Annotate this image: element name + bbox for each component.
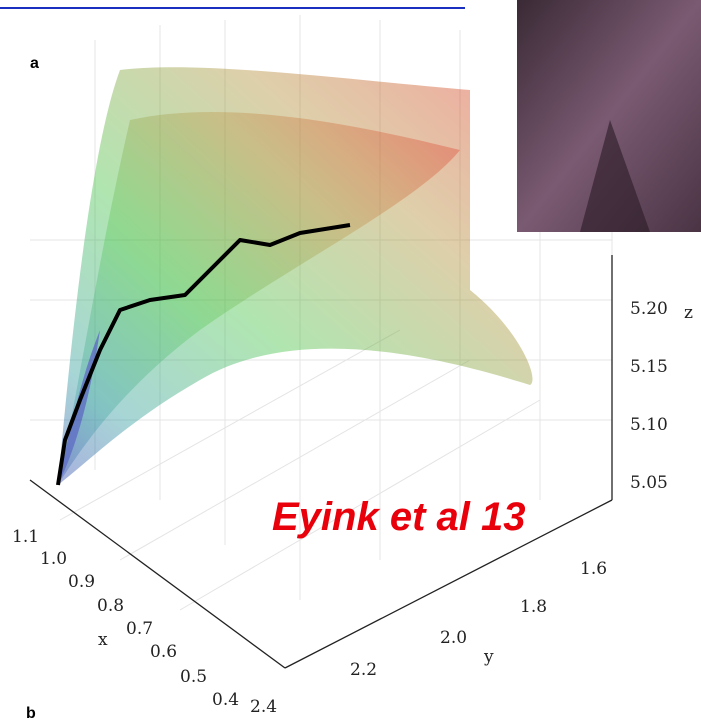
x-tick-label: 1.1 (12, 527, 39, 547)
y-tick-label: 1.6 (580, 559, 607, 579)
x-tick-label: 1.0 (40, 549, 67, 569)
y-tick-label: 2.4 (250, 697, 277, 717)
photo-detail (580, 120, 650, 232)
trajectory-cloud (58, 67, 533, 486)
y-tick-label: 1.8 (520, 597, 547, 617)
x-tick-label: 0.7 (126, 619, 153, 639)
axis-label: z (684, 303, 693, 323)
tick-labels: 1.11.00.90.80.7 0.60.50.4 x 2.4 2.2 2.0 1.8 1.6… (12, 299, 693, 717)
x-tick-label: 0.8 (97, 596, 124, 616)
x-tick-label: 0.6 (150, 642, 177, 662)
z-tick-label: 5.10 (630, 415, 668, 435)
y-tick-label: 2.0 (440, 628, 467, 648)
z-tick-label: 5.20 (630, 299, 668, 319)
x-tick-label: 0.5 (180, 667, 207, 687)
y-tick-label: 2.2 (350, 660, 377, 680)
panel-label: b (26, 705, 36, 722)
z-tick-label: 5.15 (630, 357, 668, 377)
axis-label: x (98, 630, 108, 650)
panel-label: a (30, 55, 39, 72)
axis-label: y (483, 647, 494, 667)
axes (29, 255, 613, 669)
x-tick-label: 0.9 (68, 572, 95, 592)
annotation: Eyink et al 13 (272, 495, 525, 539)
z-tick-label: 5.05 (630, 473, 668, 493)
mean-trajectory (56, 223, 351, 486)
x-tick-label: 0.4 (212, 690, 239, 710)
